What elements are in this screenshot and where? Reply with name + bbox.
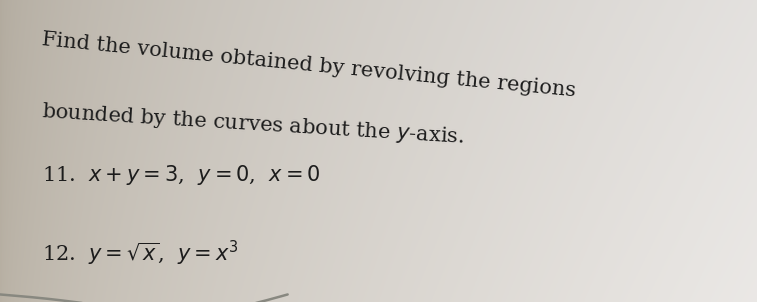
Text: 12.  $y = \sqrt{x}$,  $y = x^3$: 12. $y = \sqrt{x}$, $y = x^3$ xyxy=(42,239,238,268)
Text: Find the volume obtained by revolving the regions: Find the volume obtained by revolving th… xyxy=(41,30,576,100)
Text: 11.  $x + y = 3$,  $y = 0$,  $x = 0$: 11. $x + y = 3$, $y = 0$, $x = 0$ xyxy=(42,163,320,187)
Text: bounded by the curves about the $y$-axis.: bounded by the curves about the $y$-axis… xyxy=(41,100,465,149)
